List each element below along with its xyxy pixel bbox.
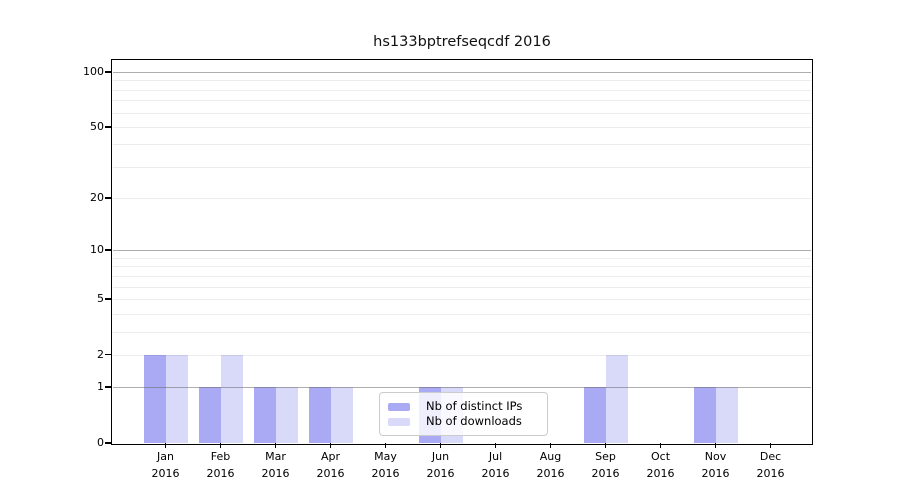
bar-nb-of-downloads-apr (330, 387, 353, 443)
gridline-minor (113, 89, 811, 91)
legend-label-distinct-ips: Nb of distinct IPs (426, 399, 523, 413)
y-tick-label: 5 (97, 291, 104, 305)
x-tick-mark (604, 443, 607, 448)
bar-nb-of-distinct-ips-sep (583, 387, 606, 443)
bar-nb-of-distinct-ips-nov (693, 387, 716, 443)
y-tick-mark (105, 126, 111, 128)
plot-area: Nb of distinct IPs Nb of downloads (105, 59, 813, 448)
gridline-minor (113, 257, 811, 259)
gridline-minor (113, 286, 811, 288)
x-tick-mark (329, 443, 332, 448)
bar-nb-of-distinct-ips-jan (143, 354, 166, 443)
x-tick-label-dec: Dec 2016 (756, 450, 785, 480)
gridline-minor (113, 80, 811, 82)
bar-nb-of-downloads-jan (165, 354, 188, 443)
y-tick-label: 10 (90, 243, 104, 257)
x-tick-label-nov: Nov 2016 (701, 450, 730, 480)
gridline-minor (113, 100, 811, 102)
x-tick-label-may: May 2016 (371, 450, 400, 480)
legend-label-downloads: Nb of downloads (426, 414, 522, 428)
gridline-major (113, 250, 811, 252)
legend: Nb of distinct IPs Nb of downloads (379, 392, 548, 436)
y-tick-label: 50 (90, 119, 104, 133)
chart-title: hs133bptrefseqcdf 2016 (373, 34, 551, 50)
y-tick-label: 100 (83, 65, 104, 78)
y-tick-mark (105, 197, 111, 200)
y-tick-label: 1 (97, 380, 104, 394)
gridline-minor (113, 144, 811, 146)
gridline-minor (113, 166, 811, 168)
bar-nb-of-distinct-ips-apr (308, 387, 331, 443)
x-tick-label-oct: Oct 2016 (646, 450, 675, 480)
x-tick-mark (274, 443, 277, 448)
gridline-major (113, 72, 811, 73)
x-tick-mark (164, 443, 167, 448)
x-tick-label-apr: Apr 2016 (316, 450, 345, 480)
gridline-minor (113, 266, 811, 268)
legend-entry-distinct-ips: Nb of distinct IPs (388, 399, 539, 414)
y-tick-mark (105, 386, 111, 389)
bar-nb-of-downloads-mar (275, 387, 298, 443)
gridline-minor (113, 313, 811, 315)
x-tick-mark (659, 443, 662, 448)
y-tick-mark (105, 298, 111, 300)
x-tick-mark (384, 443, 387, 448)
y-tick-mark (105, 353, 111, 356)
x-tick-label-sep: Sep 2016 (591, 450, 620, 480)
y-tick-mark (105, 71, 111, 73)
legend-swatch-distinct-ips (388, 402, 410, 411)
bar-nb-of-downloads-feb (220, 354, 243, 443)
x-tick-label-jun: Jun 2016 (426, 450, 455, 480)
y-tick-mark (105, 442, 111, 444)
bar-nb-of-downloads-nov (715, 387, 738, 443)
x-tick-mark (769, 443, 772, 448)
gridline-major (113, 387, 811, 389)
x-tick-label-mar: Mar 2016 (261, 450, 290, 480)
y-tick-label: 2 (97, 347, 104, 361)
bar-nb-of-downloads-sep (605, 354, 628, 443)
x-tick-mark (219, 443, 222, 448)
legend-entry-downloads: Nb of downloads (388, 414, 539, 429)
x-tick-label-aug: Aug 2016 (536, 450, 565, 480)
gridline-minor (113, 354, 811, 356)
gridline-minor (113, 331, 811, 333)
gridline-minor (113, 275, 811, 277)
bar-nb-of-distinct-ips-mar (253, 387, 276, 443)
gridline-minor (113, 126, 811, 128)
gridline-minor (113, 298, 811, 300)
x-tick-mark (439, 443, 442, 448)
y-tick-mark (105, 249, 111, 252)
x-tick-mark (549, 443, 552, 448)
x-tick-label-jul: Jul 2016 (481, 450, 510, 480)
bar-nb-of-distinct-ips-feb (198, 387, 221, 443)
x-tick-label-feb: Feb 2016 (206, 450, 235, 480)
x-tick-label-jan: Jan 2016 (151, 450, 180, 480)
y-tick-label: 0 (97, 436, 104, 449)
y-tick-label: 20 (90, 191, 104, 205)
x-tick-mark (494, 443, 497, 448)
gridline-minor (113, 112, 811, 114)
legend-swatch-downloads (388, 417, 410, 426)
gridline-minor (113, 198, 811, 200)
x-tick-mark (714, 443, 717, 448)
